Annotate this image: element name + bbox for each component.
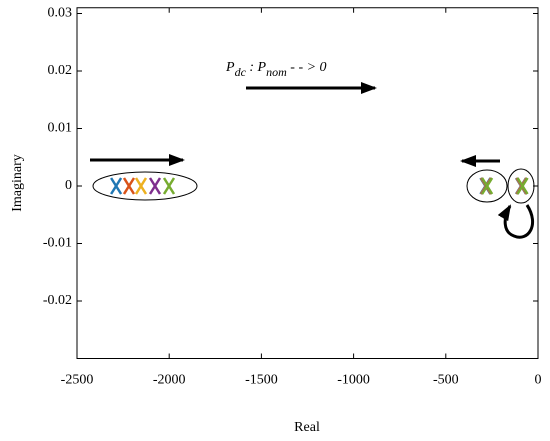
x-marker-stroke — [122, 177, 136, 195]
y-axis-label: Imaginary — [10, 154, 25, 212]
annotation-subscript: dc — [235, 65, 247, 79]
x-tick-label: -1500 — [245, 373, 278, 388]
x-marker — [122, 177, 136, 195]
annotation-part: P — [225, 60, 235, 75]
x-marker — [516, 177, 529, 195]
x-marker — [481, 177, 494, 195]
y-tick-label: 0.03 — [48, 6, 73, 21]
x-marker-stroke — [148, 177, 162, 195]
x-marker-stroke — [516, 177, 529, 195]
annotation-subscript: nom — [266, 65, 287, 79]
x-tick-label: 0 — [535, 373, 542, 388]
x-marker — [148, 177, 162, 195]
annotation-part: : P — [246, 60, 267, 75]
plot-frame — [76, 7, 539, 359]
annotation-part: - - > 0 — [287, 60, 327, 75]
x-tick-label: -500 — [433, 373, 459, 388]
x-tick-label: -2000 — [153, 373, 186, 388]
x-marker-stroke — [134, 177, 148, 195]
y-tick-label: 0.01 — [48, 121, 73, 136]
x-marker — [110, 177, 123, 195]
x-marker — [162, 177, 176, 195]
x-marker — [134, 177, 148, 195]
x-axis-label: Real — [294, 420, 320, 435]
annotations — [90, 82, 535, 239]
y-tick-label: -0.02 — [43, 293, 72, 308]
x-marker-stroke — [110, 177, 123, 195]
x-tick-label: -1000 — [337, 373, 370, 388]
x-tick-label: -2500 — [61, 373, 94, 388]
y-tick-label: 0 — [65, 178, 72, 193]
annotation: Pdc : Pnom - - > 0 — [225, 60, 327, 79]
x-marker-stroke — [481, 177, 494, 195]
y-tick-label: 0.02 — [48, 63, 73, 78]
x-marker-stroke — [162, 177, 176, 195]
y-tick-label: -0.01 — [43, 236, 72, 251]
